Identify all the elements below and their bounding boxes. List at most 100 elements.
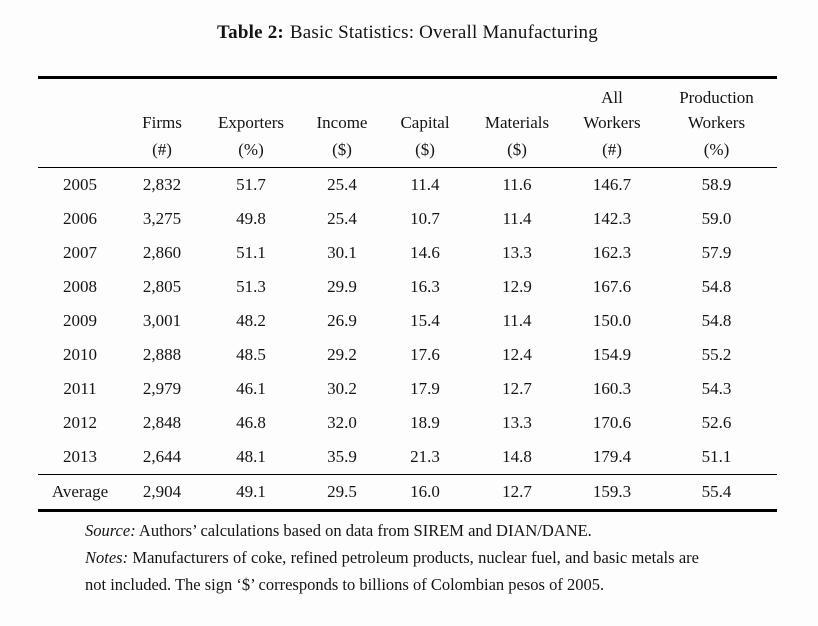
table-row: 2011 2,979 46.1 30.2 17.9 12.7 160.3 54.… <box>38 372 777 406</box>
header-cell: (#) <box>568 136 656 168</box>
header-row-1: All Production <box>38 78 777 111</box>
header-cell <box>38 78 122 111</box>
table-row: 2008 2,805 51.3 29.9 16.3 12.9 167.6 54.… <box>38 270 777 304</box>
header-cell <box>300 78 384 111</box>
table-row: 2013 2,644 48.1 35.9 21.3 14.8 179.4 51.… <box>38 440 777 475</box>
year-cell: 2005 <box>63 175 97 194</box>
source-line: Source: Authors’ calculations based on d… <box>85 517 699 544</box>
header-cell <box>466 78 568 111</box>
value-cell: 26.9 <box>327 311 357 330</box>
table-row: 2010 2,888 48.5 29.2 17.6 12.4 154.9 55.… <box>38 338 777 372</box>
header-cell: Income <box>316 113 368 132</box>
average-label: Average <box>38 474 122 512</box>
table-title-text: Basic Statistics: Overall Manufacturing <box>289 22 598 43</box>
value-cell: 2,848 <box>142 413 182 432</box>
value-cell: 58.9 <box>701 175 732 194</box>
value-cell: 29.2 <box>327 345 357 364</box>
value-cell: 48.2 <box>236 311 266 330</box>
table-body: 2005 2,832 51.7 25.4 11.4 11.6 146.7 58.… <box>38 168 777 475</box>
header-cell <box>38 136 122 168</box>
value-cell: 51.1 <box>236 243 266 262</box>
header-cell <box>202 78 300 111</box>
value-cell: 142.3 <box>592 209 632 228</box>
value-cell: 2,644 <box>142 447 182 466</box>
value-cell: 32.0 <box>327 413 357 432</box>
value-cell: 2,888 <box>142 345 182 364</box>
header-cell: ($) <box>384 136 466 168</box>
value-cell: 16.3 <box>410 277 440 296</box>
header-cell: Capital <box>400 113 450 132</box>
source-label: Source: <box>85 521 136 540</box>
header-cell: All <box>601 87 623 107</box>
value-cell: 12.7 <box>502 379 532 398</box>
value-cell: 55.4 <box>656 474 777 512</box>
table-title-label: Table 2: <box>217 22 284 43</box>
value-cell: 12.9 <box>502 277 532 296</box>
header-cell: Firms <box>142 113 182 132</box>
value-cell: 46.1 <box>236 379 266 398</box>
value-cell: 30.2 <box>327 379 357 398</box>
value-cell: 49.8 <box>236 209 266 228</box>
notes-text: Manufacturers of coke, refined petroleum… <box>85 548 699 594</box>
notes-block: Source: Authors’ calculations based on d… <box>85 517 699 598</box>
header-cell <box>122 78 202 111</box>
year-cell: 2010 <box>63 345 97 364</box>
table-header: All Production Firms Exporters Income Ca… <box>38 78 777 168</box>
value-cell: 25.4 <box>327 209 357 228</box>
value-cell: 16.0 <box>384 474 466 512</box>
table-row: 2006 3,275 49.8 25.4 10.7 11.4 142.3 59.… <box>38 202 777 236</box>
table-row: 2012 2,848 46.8 32.0 18.9 13.3 170.6 52.… <box>38 406 777 440</box>
value-cell: 11.6 <box>502 175 532 194</box>
average-row: Average 2,904 49.1 29.5 16.0 12.7 159.3 … <box>38 474 777 512</box>
value-cell: 54.8 <box>701 277 732 296</box>
value-cell: 52.6 <box>701 413 732 432</box>
header-cell <box>38 110 122 136</box>
value-cell: 51.7 <box>236 175 266 194</box>
value-cell: 54.8 <box>701 311 732 330</box>
value-cell: 15.4 <box>410 311 440 330</box>
value-cell: 48.5 <box>236 345 266 364</box>
header-cell: Workers <box>583 113 641 132</box>
header-cell: ($) <box>300 136 384 168</box>
header-cell: (#) <box>122 136 202 168</box>
year-cell: 2009 <box>63 311 97 330</box>
table-row: 2005 2,832 51.7 25.4 11.4 11.6 146.7 58.… <box>38 168 777 203</box>
value-cell: 51.1 <box>701 447 732 466</box>
source-text: Authors’ calculations based on data from… <box>138 521 592 540</box>
value-cell: 17.6 <box>410 345 440 364</box>
value-cell: 57.9 <box>701 243 732 262</box>
value-cell: 2,979 <box>142 379 182 398</box>
value-cell: 162.3 <box>592 243 632 262</box>
value-cell: 21.3 <box>410 447 440 466</box>
notes-line: Notes: Manufacturers of coke, refined pe… <box>85 544 699 598</box>
table-row: 2009 3,001 48.2 26.9 15.4 11.4 150.0 54.… <box>38 304 777 338</box>
value-cell: 12.4 <box>502 345 532 364</box>
value-cell: 146.7 <box>592 175 632 194</box>
year-cell: 2006 <box>63 209 97 228</box>
year-cell: 2012 <box>63 413 97 432</box>
value-cell: 3,001 <box>142 311 182 330</box>
value-cell: 13.3 <box>502 413 532 432</box>
header-cell: (%) <box>202 136 300 168</box>
header-cell: Exporters <box>217 113 285 132</box>
value-cell: 160.3 <box>592 379 632 398</box>
value-cell: 30.1 <box>327 243 357 262</box>
value-cell: 54.3 <box>701 379 732 398</box>
value-cell: 11.4 <box>410 175 440 194</box>
value-cell: 11.4 <box>502 209 532 228</box>
header-cell: Production <box>679 87 754 107</box>
year-cell: 2007 <box>63 243 97 262</box>
table-title: Table 2: Basic Statistics: Overall Manufa… <box>38 22 777 44</box>
value-cell: 3,275 <box>142 209 182 228</box>
value-cell: 14.6 <box>410 243 440 262</box>
value-cell: 49.1 <box>202 474 300 512</box>
value-cell: 29.5 <box>300 474 384 512</box>
value-cell: 150.0 <box>592 311 632 330</box>
value-cell: 46.8 <box>236 413 266 432</box>
year-cell: 2013 <box>63 447 97 466</box>
value-cell: 17.9 <box>410 379 440 398</box>
table-row: 2007 2,860 51.1 30.1 14.6 13.3 162.3 57.… <box>38 236 777 270</box>
value-cell: 10.7 <box>410 209 440 228</box>
header-row-3: (#) (%) ($) ($) ($) (#) (%) <box>38 136 777 168</box>
